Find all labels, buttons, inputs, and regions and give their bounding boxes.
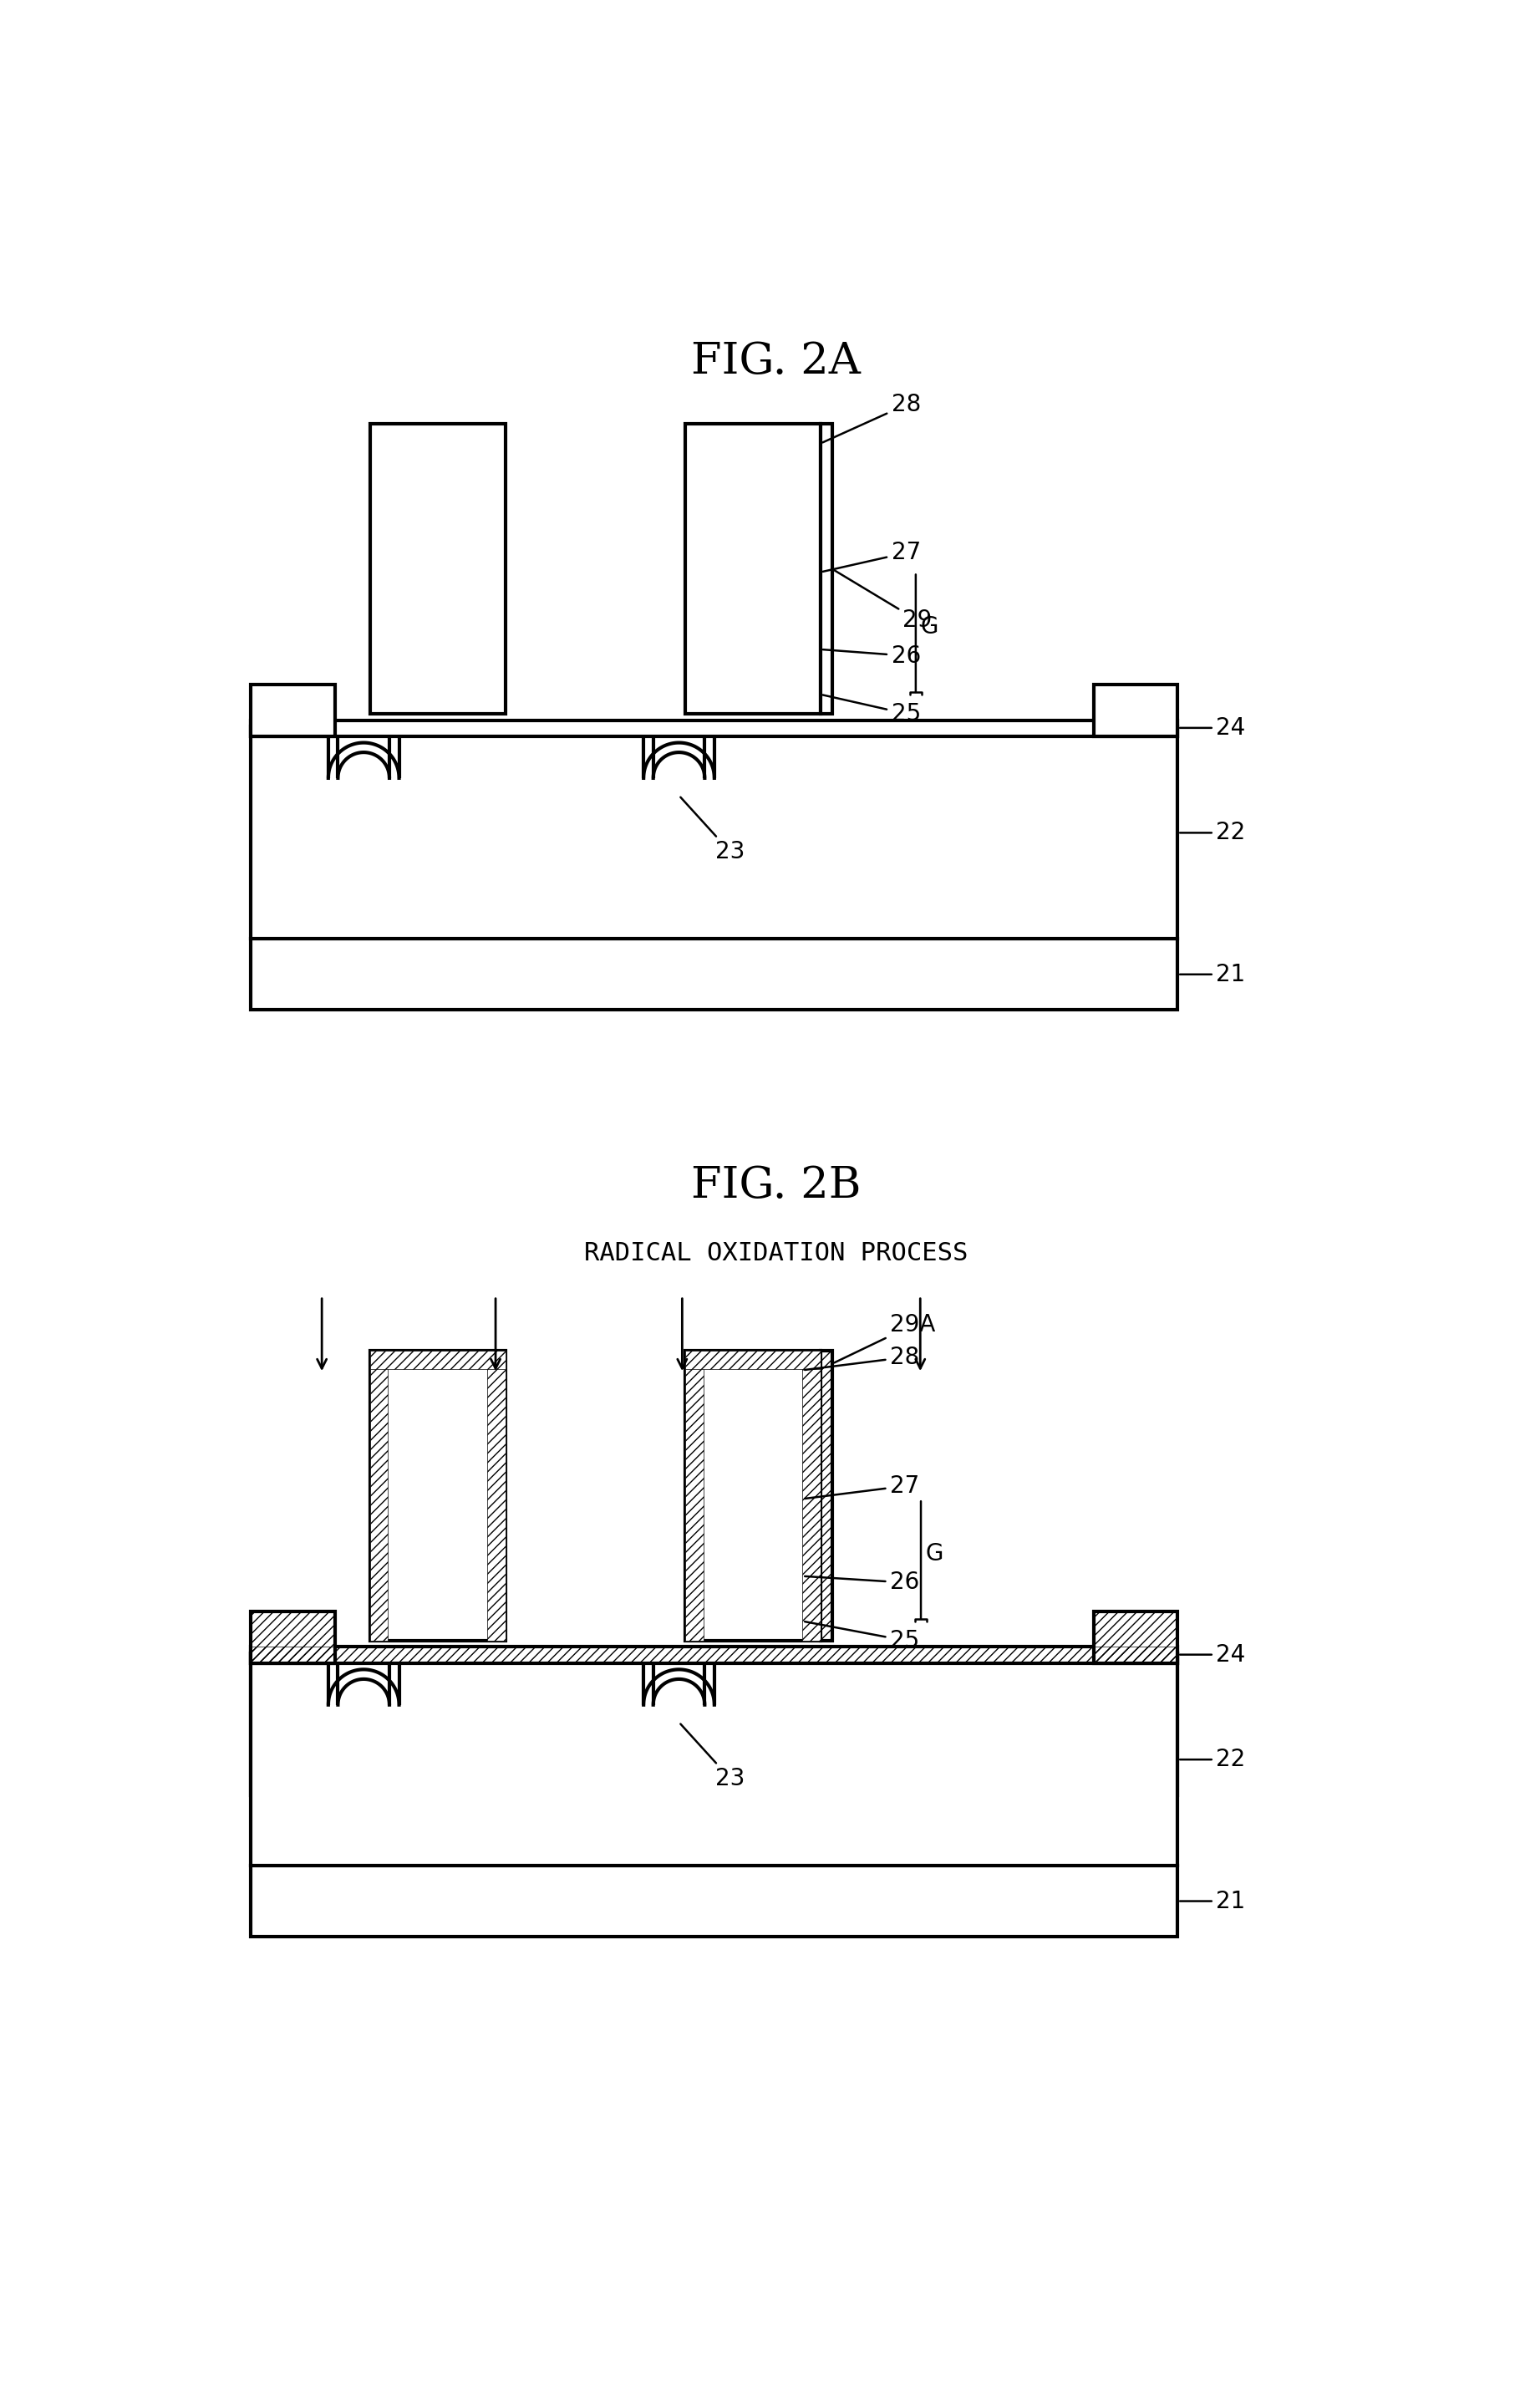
Text: 27: 27 xyxy=(823,542,921,571)
Text: 23: 23 xyxy=(680,1724,745,1792)
Bar xyxy=(251,1647,1177,1664)
Bar xyxy=(251,1654,1177,1794)
Bar xyxy=(685,1351,703,1640)
Bar xyxy=(251,720,1177,737)
Text: 25: 25 xyxy=(823,696,921,725)
Bar xyxy=(488,1351,504,1640)
Text: 29: 29 xyxy=(835,571,932,633)
Bar xyxy=(370,424,504,713)
Bar xyxy=(251,1654,1177,1866)
Text: 28: 28 xyxy=(823,393,921,443)
Text: 21: 21 xyxy=(1180,963,1245,987)
Bar xyxy=(251,684,335,737)
Bar xyxy=(1094,684,1177,737)
Bar xyxy=(251,1647,1177,1664)
Text: 28: 28 xyxy=(804,1346,920,1370)
Text: 23: 23 xyxy=(680,797,745,864)
Text: 22: 22 xyxy=(1180,1748,1245,1772)
Bar xyxy=(685,1351,821,1368)
Text: 25: 25 xyxy=(804,1621,920,1652)
Text: 26: 26 xyxy=(823,643,921,667)
Bar xyxy=(821,1351,832,1640)
Bar xyxy=(251,1611,335,1664)
Bar xyxy=(1094,1611,1177,1664)
Bar xyxy=(251,1611,335,1664)
Text: FIG. 2B: FIG. 2B xyxy=(691,1163,861,1206)
Text: G: G xyxy=(926,1541,944,1565)
Text: G: G xyxy=(920,614,938,638)
Bar xyxy=(821,1351,832,1640)
Bar xyxy=(685,424,821,713)
Bar xyxy=(685,1351,821,1640)
Text: 22: 22 xyxy=(1180,821,1245,845)
Bar xyxy=(251,1866,1177,1936)
Text: FIG. 2A: FIG. 2A xyxy=(691,340,861,383)
Bar xyxy=(1094,1611,1177,1664)
Text: 21: 21 xyxy=(1180,1890,1245,1912)
Text: 26: 26 xyxy=(804,1570,920,1594)
Bar xyxy=(821,424,832,713)
Text: 24: 24 xyxy=(1180,715,1245,739)
Bar xyxy=(803,1351,821,1640)
Bar xyxy=(370,1351,388,1640)
Text: 24: 24 xyxy=(1180,1642,1245,1666)
Bar xyxy=(251,727,1177,939)
Text: RADICAL OXIDATION PROCESS: RADICAL OXIDATION PROCESS xyxy=(585,1243,968,1267)
Bar xyxy=(370,1351,504,1640)
Text: 27: 27 xyxy=(804,1474,920,1498)
Bar xyxy=(370,1351,504,1368)
Text: 29A: 29A xyxy=(835,1312,935,1363)
Bar xyxy=(251,939,1177,1009)
